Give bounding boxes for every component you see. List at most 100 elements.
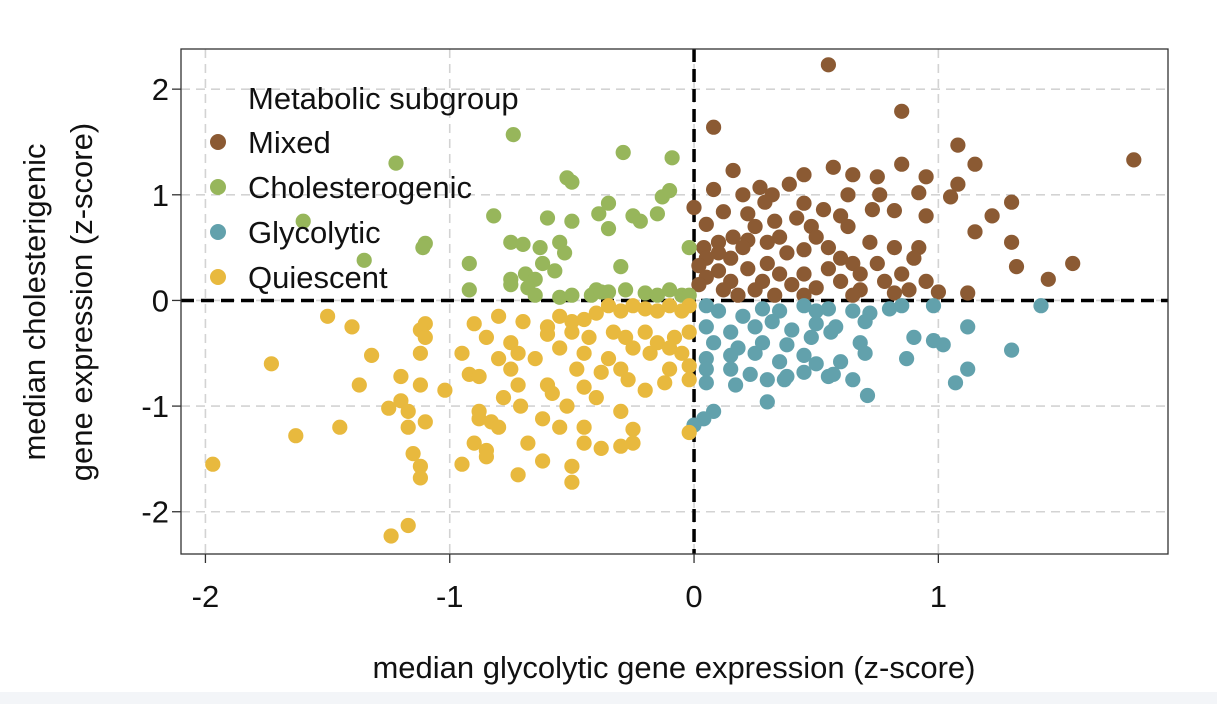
data-point-quiescent	[510, 345, 526, 361]
data-point-glycolytic	[803, 329, 819, 345]
data-point-glycolytic	[698, 351, 714, 367]
data-point-cholesterogenic	[662, 282, 678, 298]
data-point-quiescent	[681, 324, 697, 340]
data-point-quiescent	[581, 329, 597, 345]
data-point-quiescent	[510, 467, 526, 483]
legend-label-cholesterogenic: Cholesterogenic	[248, 170, 472, 205]
data-point-quiescent	[478, 449, 494, 465]
data-point-quiescent	[400, 403, 416, 419]
data-point-mixed	[930, 284, 947, 300]
series-glycolytic	[686, 298, 1049, 433]
data-point-quiescent	[515, 314, 531, 330]
legend-label-glycolytic: Glycolytic	[248, 215, 381, 250]
y-tick-label: 2	[152, 72, 169, 107]
data-point-mixed	[715, 282, 732, 298]
data-point-glycolytic	[735, 308, 751, 324]
data-point-glycolytic	[906, 329, 922, 345]
data-point-quiescent	[559, 398, 575, 414]
data-point-quiescent	[405, 446, 421, 462]
data-point-quiescent	[412, 377, 428, 393]
data-point-cholesterogenic	[532, 240, 548, 256]
data-point-glycolytic	[772, 354, 788, 370]
data-point-quiescent	[263, 356, 279, 372]
data-point-mixed	[886, 285, 903, 301]
data-point-glycolytic	[935, 337, 951, 353]
data-point-quiescent	[527, 351, 543, 367]
data-point-cholesterogenic	[539, 210, 556, 226]
data-point-glycolytic	[784, 322, 800, 338]
data-point-mixed	[767, 213, 783, 229]
data-point-cholesterogenic	[415, 240, 431, 256]
data-point-mixed	[759, 234, 775, 250]
legend-marker-mixed	[210, 134, 226, 150]
data-point-mixed	[767, 287, 783, 303]
data-point-glycolytic	[759, 372, 775, 388]
data-point-mixed	[833, 208, 849, 224]
data-point-mixed	[779, 245, 795, 261]
data-point-quiescent	[400, 419, 416, 435]
data-point-mixed	[869, 255, 885, 272]
data-point-mixed	[710, 234, 727, 250]
data-point-mixed	[789, 210, 805, 226]
data-point-mixed	[759, 255, 775, 272]
data-point-glycolytic	[796, 364, 812, 380]
data-point-glycolytic	[776, 372, 793, 388]
data-point-glycolytic	[759, 394, 775, 410]
data-point-mixed	[950, 176, 966, 192]
data-point-quiescent	[503, 335, 519, 351]
data-point-cholesterogenic	[681, 240, 697, 256]
data-point-quiescent	[535, 411, 551, 427]
data-point-mixed	[1040, 271, 1056, 287]
data-point-quiescent	[576, 311, 592, 328]
data-point-quiescent	[620, 372, 636, 388]
data-point-quiescent	[491, 351, 507, 367]
data-point-mixed	[984, 208, 1000, 224]
data-point-glycolytic	[820, 301, 837, 317]
data-point-mixed	[894, 156, 910, 172]
series-cholesterogenic	[295, 127, 697, 305]
points-layer	[205, 57, 1142, 544]
data-point-mixed	[820, 57, 837, 73]
data-point-quiescent	[535, 453, 551, 469]
data-point-cholesterogenic	[515, 236, 531, 252]
legend-marker-glycolytic	[210, 224, 226, 240]
data-point-quiescent	[605, 324, 622, 340]
data-point-cholesterogenic	[637, 285, 653, 301]
data-point-quiescent	[344, 319, 360, 335]
data-point-glycolytic	[754, 301, 771, 317]
data-point-quiescent	[564, 458, 580, 474]
data-point-cholesterogenic	[552, 289, 568, 305]
data-point-quiescent	[662, 298, 678, 314]
data-point-mixed	[960, 285, 976, 301]
data-point-quiescent	[649, 303, 666, 319]
data-point-cholesterogenic	[527, 287, 543, 303]
data-point-mixed	[1008, 259, 1025, 275]
data-point-mixed	[845, 167, 861, 183]
data-point-quiescent	[681, 358, 697, 374]
data-point-mixed	[735, 187, 751, 203]
data-point-mixed	[845, 287, 861, 303]
data-point-mixed	[1065, 255, 1081, 272]
data-point-glycolytic	[808, 316, 824, 332]
data-point-glycolytic	[779, 337, 795, 353]
legend: Metabolic subgroup Mixed Cholesterogenic G…	[210, 81, 519, 295]
y-tick-label: -1	[141, 389, 169, 424]
data-point-glycolytic	[796, 298, 812, 314]
data-point-quiescent	[393, 368, 409, 385]
data-point-quiescent	[544, 385, 560, 401]
data-point-mixed	[710, 263, 727, 279]
data-point-mixed	[894, 266, 910, 282]
data-point-glycolytic	[764, 314, 780, 330]
data-point-glycolytic	[796, 347, 812, 363]
data-point-cholesterogenic	[505, 127, 521, 143]
data-point-cholesterogenic	[662, 183, 678, 199]
data-point-quiescent	[625, 435, 641, 451]
data-point-mixed	[772, 266, 788, 282]
data-point-mixed	[706, 181, 722, 198]
data-point-mixed	[730, 287, 746, 303]
data-point-glycolytic	[881, 301, 898, 317]
data-point-quiescent	[625, 298, 641, 314]
y-axis-ticks: -2 -1 0 1 2	[141, 72, 181, 530]
data-point-quiescent	[471, 411, 487, 427]
